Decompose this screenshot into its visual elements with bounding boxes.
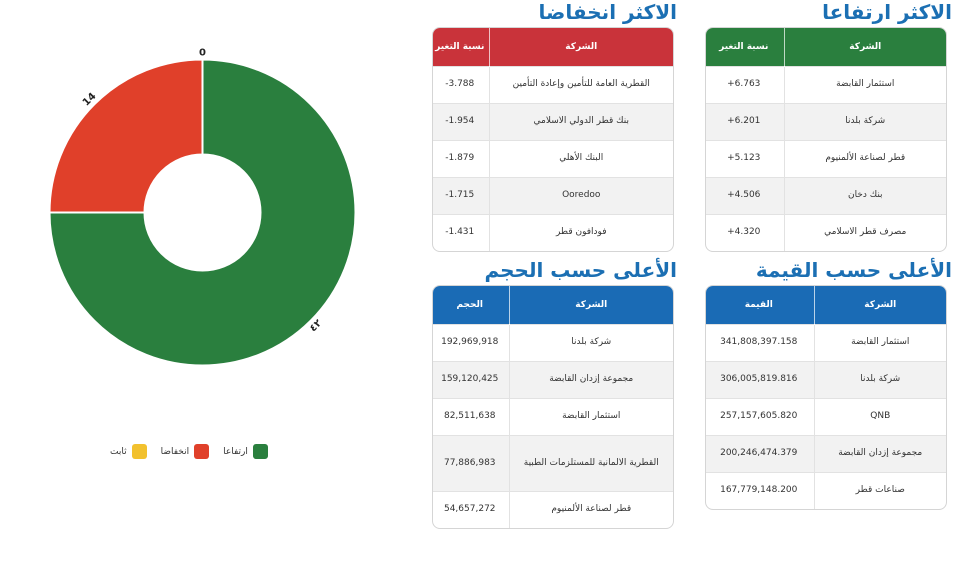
table-row[interactable]: مصرف قطر الاسلامي +4.320 <box>706 213 946 251</box>
table-row[interactable]: شركة بلدنا +6.201 <box>706 102 946 140</box>
gainers-header-change: نسبة التغير <box>706 28 784 66</box>
table-row[interactable]: صناعات قطر 167,779,148.200 <box>706 471 946 509</box>
company-cell: بنك قطر الدولي الاسلامي <box>488 102 673 140</box>
gainers-header-company: الشركة <box>783 28 946 66</box>
data-label-flat: 0 <box>199 48 206 59</box>
company-cell: QNB <box>813 397 946 435</box>
value-cell: 306,005,819.816 <box>706 360 814 398</box>
company-cell: شركة بلدنا <box>508 323 673 361</box>
change-cell: +6.201 <box>706 102 784 140</box>
company-cell: البنك الأهلي <box>488 139 673 177</box>
legend-swatch-flat <box>131 444 147 459</box>
by-value-header-company: الشركة <box>813 286 946 324</box>
table-row[interactable]: Ooredoo -1.715 <box>433 176 673 214</box>
company-cell: بنك دخان <box>783 176 946 214</box>
volume-cell: 54,657,272 <box>433 490 509 528</box>
change-cell: -1.715 <box>433 176 489 214</box>
volume-cell: 159,120,425 <box>433 360 509 398</box>
company-cell: شركة بلدنا <box>813 360 946 398</box>
table-row[interactable]: استثمار القابضة 82,511,638 <box>433 397 673 435</box>
company-cell: شركة بلدنا <box>783 102 946 140</box>
legend-label-flat: ثابت <box>110 446 127 457</box>
change-cell: +6.763 <box>706 65 784 103</box>
losers-header-change: نسبة التغير <box>433 28 489 66</box>
table-row[interactable]: القطرية العامة للتأمين وإعادة التأمين -3.… <box>433 65 673 103</box>
table-row[interactable]: مجموعة إزدان القابضة 200,246,474.379 <box>706 434 946 472</box>
change-cell: -1.954 <box>433 102 489 140</box>
table-row[interactable]: بنك دخان +4.506 <box>706 176 946 214</box>
company-cell: استثمار القابضة <box>813 323 946 361</box>
by-value-title: الأعلى حسب القيمة <box>755 258 952 282</box>
company-cell: القطرية العامة للتأمين وإعادة التأمين <box>488 65 673 103</box>
by-volume-table: الشركة الحجم شركة بلدنا 192,969,918 مجموع… <box>432 285 674 529</box>
table-row[interactable]: استثمار القابضة +6.763 <box>706 65 946 103</box>
losers-title: الاكثر انخفاضا <box>538 0 677 24</box>
legend-item-up[interactable]: ارتفاعا <box>223 444 268 459</box>
company-cell: استثمار القابضة <box>508 397 673 435</box>
losers-table: الشركة نسبة التغير القطرية العامة للتأمي… <box>432 27 674 252</box>
value-cell: 167,779,148.200 <box>706 471 814 509</box>
legend-swatch-up <box>252 444 268 459</box>
legend-item-down[interactable]: انخفاضا <box>161 444 210 459</box>
change-cell: +4.320 <box>706 213 784 251</box>
table-row[interactable]: البنك الأهلي -1.879 <box>433 139 673 177</box>
table-row[interactable]: شركة بلدنا 306,005,819.816 <box>706 360 946 398</box>
slice-up[interactable] <box>48 58 357 367</box>
company-cell: استثمار القابضة <box>783 65 946 103</box>
value-cell: 200,246,474.379 <box>706 434 814 472</box>
change-cell: -1.879 <box>433 139 489 177</box>
table-row[interactable]: شركة بلدنا 192,969,918 <box>433 323 673 361</box>
table-row[interactable]: قطر لصناعة الألمنيوم +5.123 <box>706 139 946 177</box>
gainers-table: الشركة نسبة التغير استثمار القابضة +6.763… <box>705 27 947 252</box>
company-cell: صناعات قطر <box>813 471 946 509</box>
by-value-header-value: القيمة <box>706 286 814 324</box>
volume-cell: 82,511,638 <box>433 397 509 435</box>
legend-item-flat[interactable]: ثابت <box>110 444 147 459</box>
change-cell: +4.506 <box>706 176 784 214</box>
company-cell: مجموعة إزدان القابضة <box>508 360 673 398</box>
value-cell: 257,157,605.820 <box>706 397 814 435</box>
company-cell: فودافون قطر <box>488 213 673 251</box>
company-cell: القطرية الالمانية للمستلزمات الطبية <box>508 434 673 491</box>
company-cell: قطر لصناعة الألمنيوم <box>508 490 673 528</box>
by-volume-header-company: الشركة <box>508 286 673 324</box>
value-cell: 341,808,397.158 <box>706 323 814 361</box>
by-volume-header-volume: الحجم <box>433 286 509 324</box>
chart-legend: ارتفاعا انخفاضا ثابت <box>110 444 268 459</box>
legend-label-up: ارتفاعا <box>223 446 248 457</box>
by-value-table: الشركة القيمة استثمار القابضة 341,808,397… <box>705 285 947 510</box>
gainers-title: الاكثر ارتفاعا <box>822 0 952 24</box>
table-row[interactable]: فودافون قطر -1.431 <box>433 213 673 251</box>
table-row[interactable]: QNB 257,157,605.820 <box>706 397 946 435</box>
company-cell: Ooredoo <box>488 176 673 214</box>
company-cell: قطر لصناعة الألمنيوم <box>783 139 946 177</box>
table-row[interactable]: مجموعة إزدان القابضة 159,120,425 <box>433 360 673 398</box>
change-cell: -1.431 <box>433 213 489 251</box>
by-volume-title: الأعلى حسب الحجم <box>484 258 677 282</box>
change-cell: +5.123 <box>706 139 784 177</box>
volume-cell: 77,886,983 <box>433 434 509 491</box>
legend-swatch-down <box>194 444 210 459</box>
table-row[interactable]: بنك قطر الدولي الاسلامي -1.954 <box>433 102 673 140</box>
losers-header-company: الشركة <box>488 28 673 66</box>
company-cell: مجموعة إزدان القابضة <box>813 434 946 472</box>
change-cell: -3.788 <box>433 65 489 103</box>
table-row[interactable]: قطر لصناعة الألمنيوم 54,657,272 <box>433 490 673 528</box>
company-cell: مصرف قطر الاسلامي <box>783 213 946 251</box>
legend-label-down: انخفاضا <box>160 446 190 457</box>
table-row[interactable]: القطرية الالمانية للمستلزمات الطبية 77,88… <box>433 434 673 491</box>
volume-cell: 192,969,918 <box>433 323 509 361</box>
table-row[interactable]: استثمار القابضة 341,808,397.158 <box>706 323 946 361</box>
slice-down[interactable] <box>48 58 204 214</box>
